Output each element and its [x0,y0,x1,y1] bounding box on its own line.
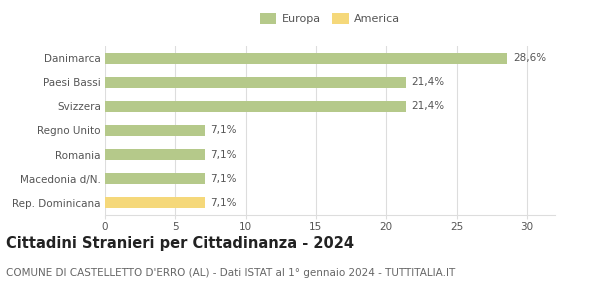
Text: 7,1%: 7,1% [211,197,237,208]
Bar [105,77,406,88]
Bar [105,53,507,64]
Bar [105,173,205,184]
Text: Cittadini Stranieri per Cittadinanza - 2024: Cittadini Stranieri per Cittadinanza - 2… [6,236,354,251]
Text: 21,4%: 21,4% [412,102,445,111]
Text: 21,4%: 21,4% [412,77,445,88]
Text: 7,1%: 7,1% [211,173,237,184]
Legend: Europa, America: Europa, America [256,10,404,27]
Bar [105,125,205,136]
Bar [105,197,205,208]
Bar [105,101,406,112]
Text: COMUNE DI CASTELLETTO D'ERRO (AL) - Dati ISTAT al 1° gennaio 2024 - TUTTITALIA.I: COMUNE DI CASTELLETTO D'ERRO (AL) - Dati… [6,268,455,278]
Text: 7,1%: 7,1% [211,150,237,160]
Bar [105,149,205,160]
Text: 28,6%: 28,6% [513,53,546,64]
Text: 7,1%: 7,1% [211,126,237,135]
